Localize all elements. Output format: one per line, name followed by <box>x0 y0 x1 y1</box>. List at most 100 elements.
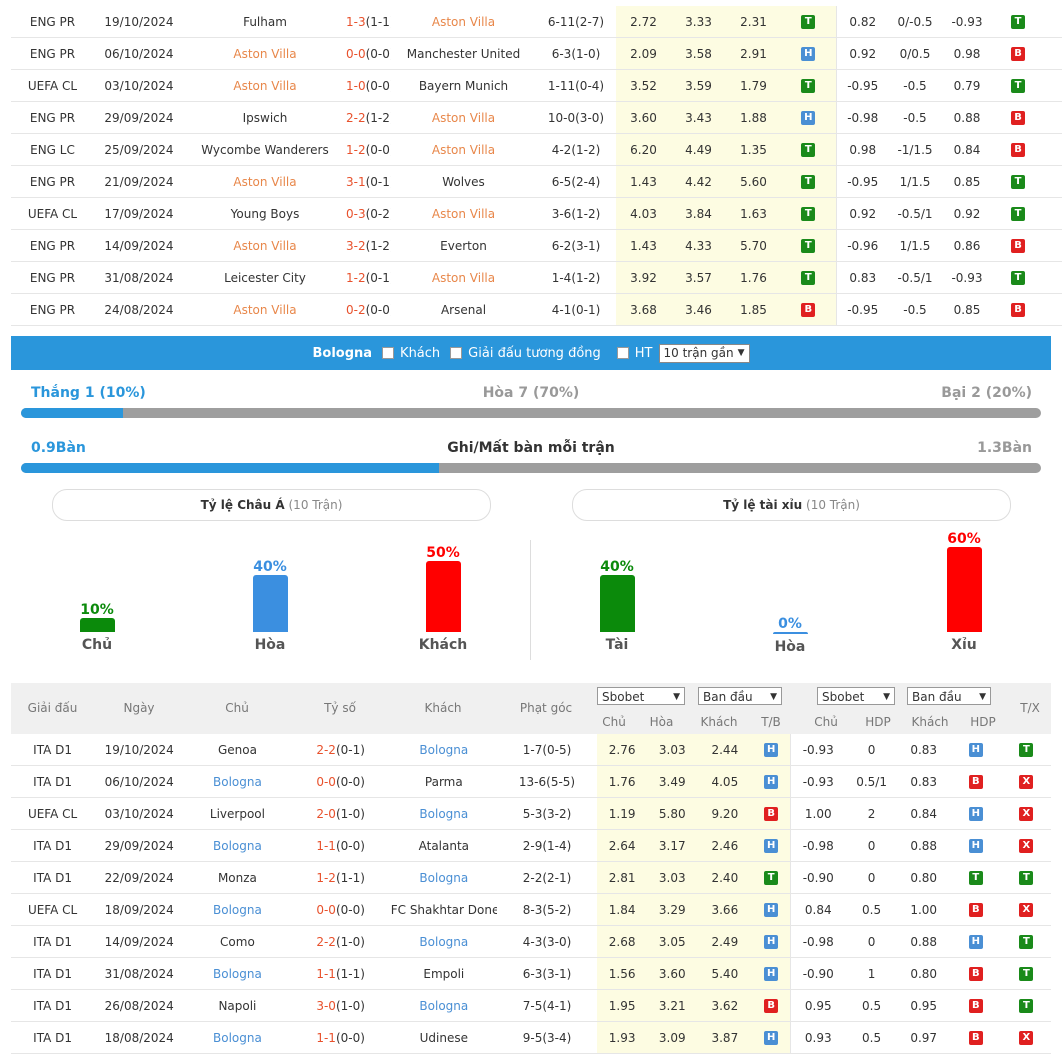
corners-cell: 2-2(2-1) <box>496 861 598 894</box>
away-team-cell-text[interactable]: Udinese <box>419 1030 468 1045</box>
home-team-cell-text[interactable]: Bologna <box>213 774 262 789</box>
away-team-cell[interactable]: Bologna <box>390 734 497 766</box>
home-team-cell-text[interactable]: Bologna <box>213 1030 262 1045</box>
ah-hdp-cell: -0.5 <box>889 69 941 102</box>
away-team-cell-text[interactable]: Bologna <box>419 998 469 1013</box>
home-team-cell-text[interactable]: Aston Villa <box>233 174 297 189</box>
home-team-cell-text[interactable]: Como <box>220 934 255 949</box>
home-team-cell[interactable]: Aston Villa <box>184 37 346 70</box>
home-team-cell-text[interactable]: Monza <box>217 870 257 885</box>
away-team-cell-text[interactable]: Aston Villa <box>431 270 496 285</box>
away-team-cell[interactable]: Atalanta <box>390 829 497 862</box>
ah-away-cell: 0.84 <box>897 797 950 830</box>
away-team-cell-text[interactable]: Aston Villa <box>431 14 496 29</box>
home-team-cell-text[interactable]: Aston Villa <box>233 238 297 253</box>
odds-type-select-1[interactable]: Ban đầu ▼ <box>698 687 782 705</box>
home-team-cell-text[interactable]: Aston Villa <box>233 46 297 61</box>
home-team-cell-text[interactable]: Young Boys <box>230 206 300 221</box>
away-team-cell[interactable]: Bologna <box>390 861 497 894</box>
home-team-cell[interactable]: Aston Villa <box>184 229 346 262</box>
tb-result-cell: T <box>781 261 837 294</box>
home-team-cell-text[interactable]: Wycombe Wanderers <box>201 142 329 157</box>
odds-provider-select-1[interactable]: Sbobet ▼ <box>597 687 685 705</box>
home-team-cell[interactable]: Aston Villa <box>184 293 346 326</box>
ht-checkbox[interactable] <box>616 347 629 359</box>
recent-matches-select[interactable]: 10 trận gần ▼ <box>658 343 750 363</box>
home-team-cell-text[interactable]: Napoli <box>218 998 257 1013</box>
away-team-cell-text[interactable]: Bologna <box>419 806 469 821</box>
home-team-cell[interactable]: Bologna <box>184 765 291 798</box>
home-team-cell[interactable]: Como <box>184 925 291 958</box>
away-team-cell[interactable]: Aston Villa <box>391 101 536 134</box>
away-team-cell[interactable]: Bologna <box>390 925 497 958</box>
away-team-cell-text[interactable]: Arsenal <box>440 302 487 317</box>
home-team-cell[interactable]: Leicester City <box>184 261 346 294</box>
home-team-cell[interactable]: Monza <box>184 861 291 894</box>
away-team-cell-text[interactable]: Aston Villa <box>431 206 496 221</box>
away-team-cell-text[interactable]: Atalanta <box>418 838 470 853</box>
away-checkbox[interactable] <box>382 347 395 359</box>
home-team-cell[interactable]: Aston Villa <box>184 69 346 102</box>
away-team-cell-text[interactable]: Empoli <box>423 966 465 981</box>
away-team-cell-text[interactable]: Wolves <box>442 174 485 189</box>
home-team-cell-text[interactable]: Aston Villa <box>233 78 297 93</box>
home-team-cell[interactable]: Genoa <box>184 734 291 766</box>
odds-draw-cell: 5.80 <box>647 797 698 830</box>
home-team-cell-text[interactable]: Genoa <box>217 742 257 757</box>
away-team-cell-text[interactable]: Aston Villa <box>431 110 496 125</box>
tx-result-cell: T <box>1043 293 1062 326</box>
away-team-cell[interactable]: Aston Villa <box>391 6 536 38</box>
away-team-cell[interactable]: Arsenal <box>391 293 536 326</box>
away-team-cell[interactable]: Empoli <box>390 957 497 990</box>
odds-provider-select-2[interactable]: Sbobet ▼ <box>817 687 895 705</box>
home-team-cell[interactable]: Wycombe Wanderers <box>184 133 346 166</box>
home-team-cell-text[interactable]: Aston Villa <box>233 302 297 317</box>
odds-away-cell-text: 2.40 <box>711 870 739 885</box>
away-team-cell[interactable]: Everton <box>391 229 536 262</box>
away-team-cell-text[interactable]: Bologna <box>419 870 469 885</box>
home-team-cell-text[interactable]: Bologna <box>213 902 262 917</box>
away-team-cell-text[interactable]: Bologna <box>419 742 469 757</box>
away-team-cell[interactable]: Bayern Munich <box>391 69 536 102</box>
home-team-cell[interactable]: Liverpool <box>184 797 291 830</box>
odds-type-select-2[interactable]: Ban đầu ▼ <box>907 687 991 705</box>
away-team-cell-text[interactable]: FC Shakhtar Donetsk <box>390 902 497 917</box>
home-team-cell-text[interactable]: Bologna <box>213 966 262 981</box>
away-team-cell[interactable]: Aston Villa <box>391 133 536 166</box>
away-team-cell[interactable]: Manchester United <box>391 37 536 70</box>
home-team-cell-text[interactable]: Liverpool <box>209 806 265 821</box>
full-time-score: 3-1 <box>346 174 366 189</box>
home-team-cell[interactable]: Fulham <box>184 6 346 38</box>
away-team-cell[interactable]: Udinese <box>390 1021 497 1054</box>
away-team-cell[interactable]: FC Shakhtar Donetsk <box>390 893 497 926</box>
home-team-cell-text[interactable]: Ipswich <box>242 110 288 125</box>
result-badge: B <box>1011 142 1025 157</box>
same-league-checkbox[interactable] <box>450 347 463 359</box>
away-team-cell-text[interactable]: Parma <box>424 774 463 789</box>
result-badge: H <box>968 934 983 949</box>
home-team-cell[interactable]: Aston Villa <box>184 165 346 198</box>
away-team-cell-text[interactable]: Aston Villa <box>431 142 496 157</box>
home-team-cell[interactable]: Bologna <box>184 957 291 990</box>
home-team-cell[interactable]: Young Boys <box>184 197 346 230</box>
home-team-cell[interactable]: Bologna <box>184 893 291 926</box>
away-team-cell[interactable]: Bologna <box>390 989 497 1022</box>
away-team-cell-text[interactable]: Bologna <box>419 934 469 949</box>
home-team-cell[interactable]: Bologna <box>184 829 291 862</box>
away-team-cell-text[interactable]: Everton <box>440 238 487 253</box>
ah-away-cell-text: 0.84 <box>910 806 938 821</box>
away-team-cell[interactable]: Parma <box>390 765 497 798</box>
away-team-cell[interactable]: Aston Villa <box>391 261 536 294</box>
home-team-cell[interactable]: Bologna <box>184 1021 291 1054</box>
away-team-cell[interactable]: Wolves <box>391 165 536 198</box>
away-team-cell-text[interactable]: Bayern Munich <box>418 78 509 93</box>
home-team-cell-text[interactable]: Fulham <box>243 14 287 29</box>
odds-home-cell-text: 2.72 <box>630 14 657 29</box>
home-team-cell-text[interactable]: Bologna <box>213 838 262 853</box>
away-team-cell[interactable]: Aston Villa <box>391 197 536 230</box>
away-team-cell[interactable]: Bologna <box>390 797 497 830</box>
home-team-cell[interactable]: Napoli <box>184 989 291 1022</box>
home-team-cell[interactable]: Ipswich <box>184 101 346 134</box>
home-team-cell-text[interactable]: Leicester City <box>224 270 306 285</box>
away-team-cell-text[interactable]: Manchester United <box>406 46 521 61</box>
